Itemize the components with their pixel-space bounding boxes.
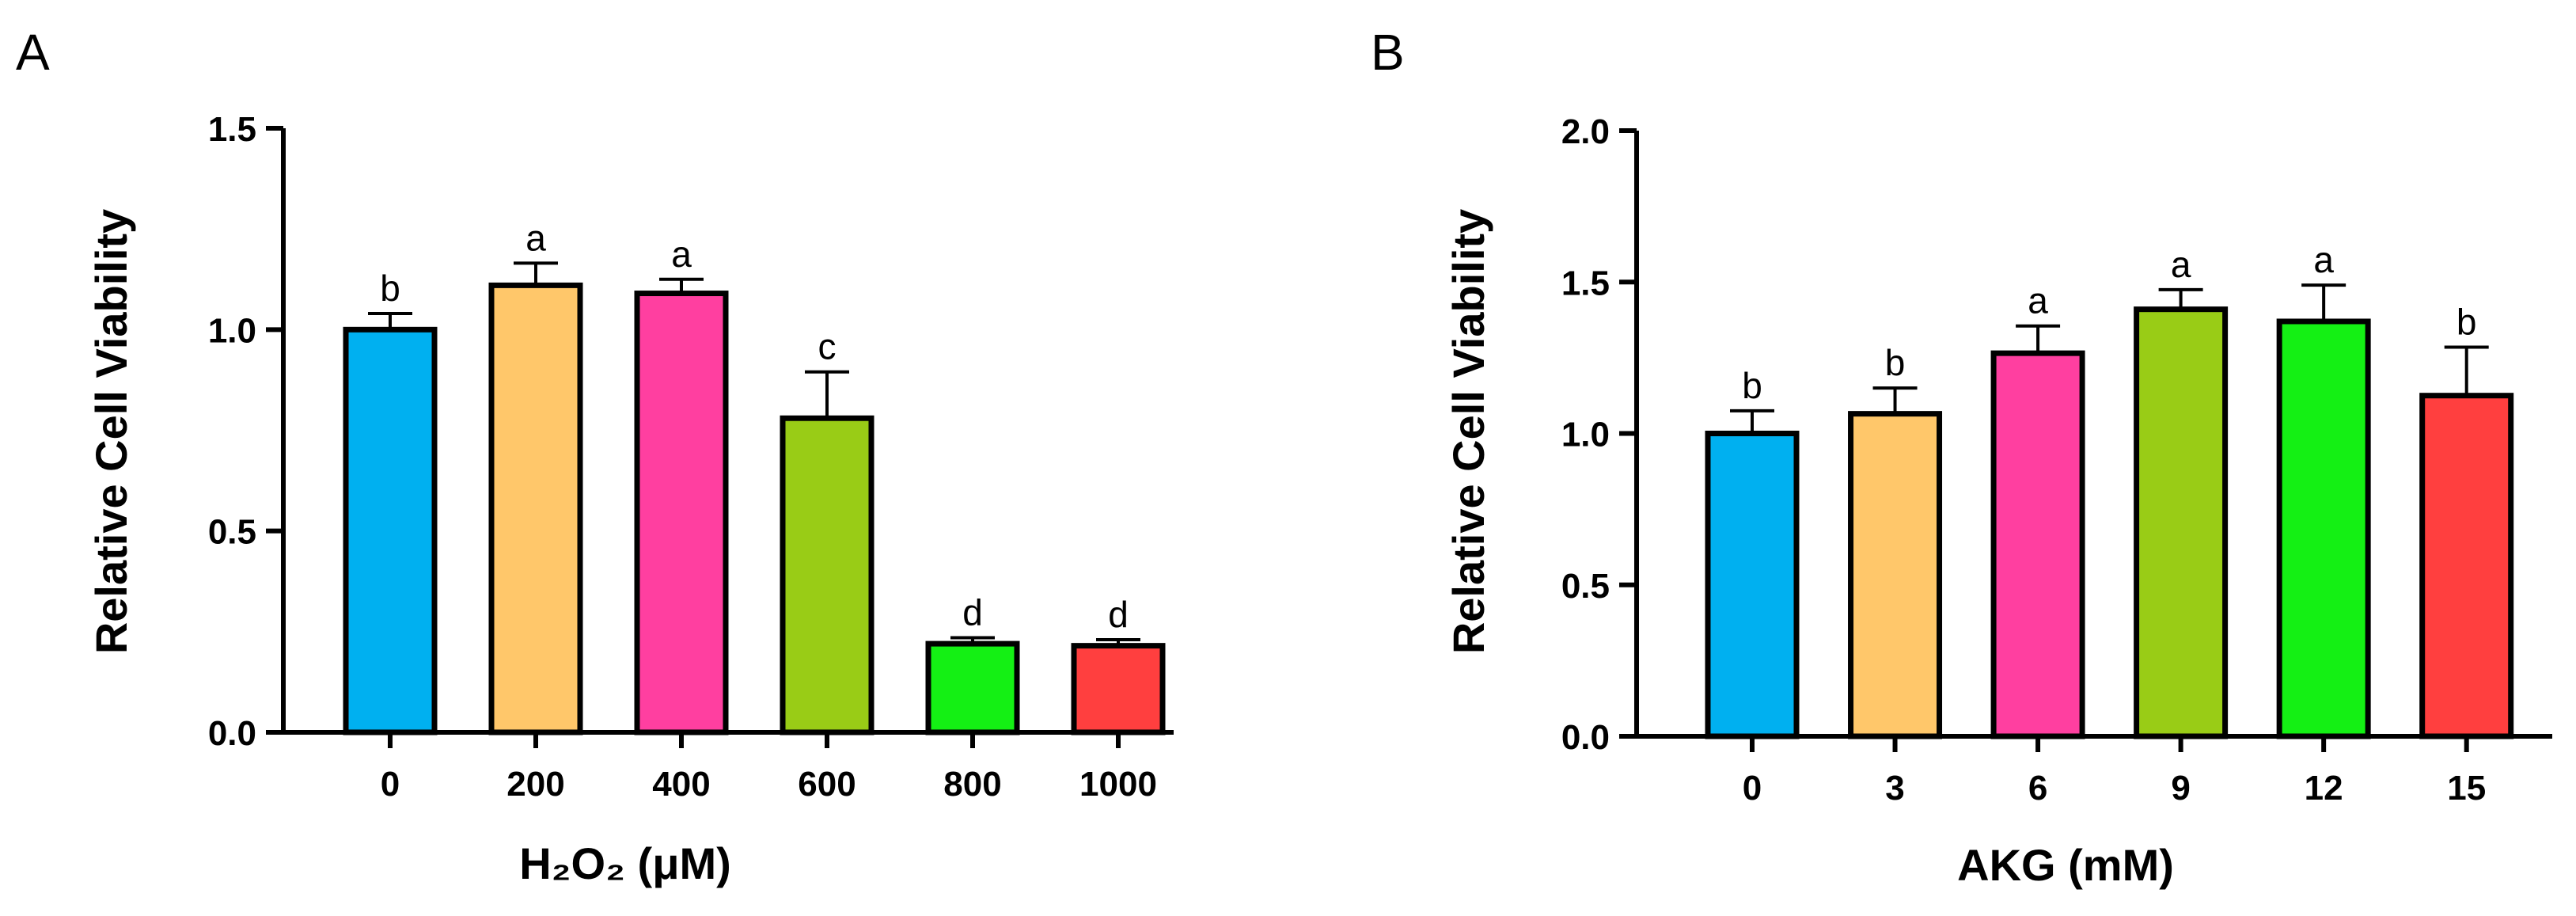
significance-label-b: b xyxy=(1742,365,1762,406)
y-tick-label-a: 1.5 xyxy=(208,110,256,149)
x-axis-title-a: H₂O₂ (μM) xyxy=(519,838,731,888)
bar-b-12 xyxy=(2276,318,2371,739)
x-tick-label-b: 15 xyxy=(2447,769,2486,808)
x-axis-title-b: AKG (mM) xyxy=(1957,840,2174,890)
significance-label-a: c xyxy=(818,326,837,367)
bar-a-0 xyxy=(343,326,438,735)
bar-a-600 xyxy=(780,415,874,735)
bar-a-1000 xyxy=(1071,643,1166,735)
y-tick-label-b: 2.0 xyxy=(1561,112,1610,151)
x-tick-label-b: 3 xyxy=(1885,769,1904,808)
x-tick-label-a: 800 xyxy=(943,765,1001,804)
y-tick-label-a: 0.0 xyxy=(208,714,256,753)
x-tick-label-a: 600 xyxy=(798,765,856,804)
axes-a: 0.0 0.5 1.0 1.5 0 200 400 600 800 1000 xyxy=(208,110,1174,804)
significance-label-a: a xyxy=(671,234,692,275)
y-axis-title-b: Relative Cell Viability xyxy=(1444,209,1493,654)
bar-a-200 xyxy=(488,282,583,735)
x-tick-label-b: 0 xyxy=(1743,769,1762,808)
bars-a: b a a c d d xyxy=(343,217,1166,735)
bar-b-15 xyxy=(2419,393,2514,739)
significance-label-b: b xyxy=(2456,301,2477,342)
y-tick-label-b: 1.0 xyxy=(1561,416,1610,454)
panel-a: A Relative Cell Viability H₂O₂ (μM) 0.00… xyxy=(16,24,1174,888)
panel-b: B Relative Cell Viability AKG (mM) 0.00.… xyxy=(1371,24,2552,890)
bar-a-800 xyxy=(925,640,1020,735)
y-tick-label-b: 1.5 xyxy=(1561,264,1610,302)
x-tick-label-b: 6 xyxy=(2028,769,2047,808)
panel-letter-b: B xyxy=(1371,24,1405,81)
significance-label-a: d xyxy=(1108,594,1129,635)
significance-label-a: d xyxy=(962,591,983,633)
x-tick-label-a: 200 xyxy=(506,765,564,804)
x-tick-label-a: 1000 xyxy=(1079,765,1157,804)
significance-label-b: b xyxy=(1885,342,1906,383)
bar-a-400 xyxy=(634,291,729,735)
bar-b-3 xyxy=(1848,411,1943,739)
y-tick-label-a: 1.0 xyxy=(208,311,256,350)
significance-label-b: a xyxy=(2028,280,2048,321)
panel-letter-a: A xyxy=(16,24,50,81)
x-tick-label-a: 0 xyxy=(381,765,400,804)
x-tick-label-b: 9 xyxy=(2171,769,2190,808)
significance-label-b: a xyxy=(2313,239,2334,280)
x-tick-label-a: 400 xyxy=(652,765,710,804)
y-tick-label-a: 0.5 xyxy=(208,513,256,552)
bar-b-6 xyxy=(1990,350,2085,739)
significance-label-a: a xyxy=(525,217,546,258)
y-axis-title-a: Relative Cell Viability xyxy=(86,209,136,654)
bars-b: b b a a a b xyxy=(1705,239,2514,739)
x-tick-label-b: 12 xyxy=(2305,769,2343,808)
y-tick-label-b: 0.0 xyxy=(1561,718,1610,757)
axes-b: 0.0 0.5 1.0 1.5 2.0 0 3 6 9 12 15 xyxy=(1561,112,2552,808)
significance-label-a: b xyxy=(380,268,400,309)
bar-b-9 xyxy=(2134,306,2229,739)
significance-label-b: a xyxy=(2171,244,2191,285)
bar-b-0 xyxy=(1705,431,1800,739)
y-tick-label-b: 0.5 xyxy=(1561,567,1610,606)
